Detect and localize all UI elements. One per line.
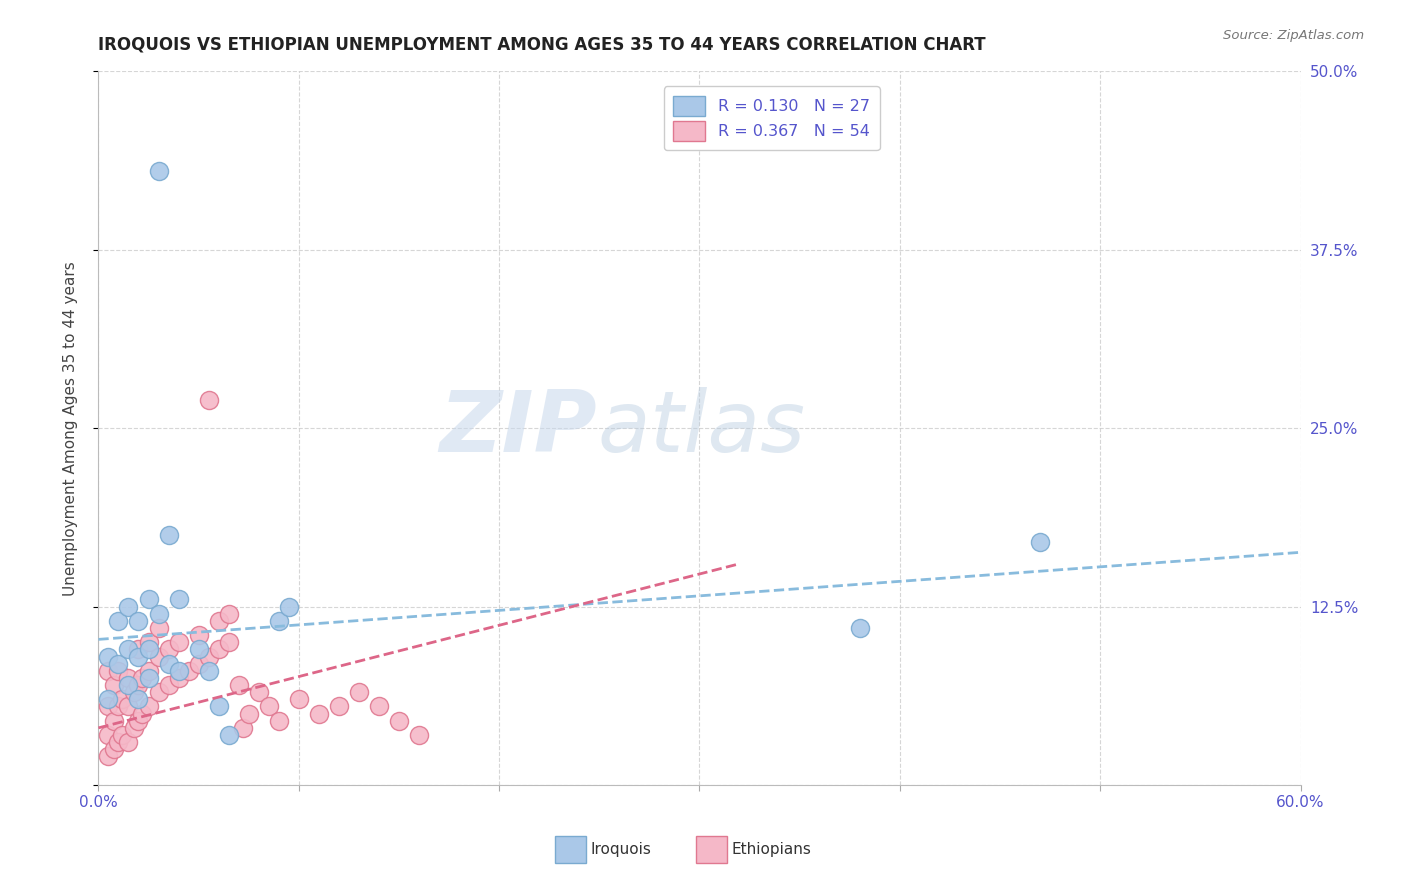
Point [197, 649, 219, 664]
Point [408, 728, 430, 742]
Text: ZIP: ZIP [440, 386, 598, 470]
Point [107, 699, 129, 714]
Text: atlas: atlas [598, 386, 806, 470]
Point [138, 642, 160, 657]
Point [148, 607, 170, 621]
Point [138, 664, 160, 678]
Point [167, 671, 190, 685]
Point [247, 685, 270, 699]
Point [208, 614, 231, 628]
Point [267, 614, 290, 628]
Point [103, 714, 125, 728]
Point [208, 642, 231, 657]
Point [849, 621, 872, 635]
Point [187, 628, 209, 642]
Legend: R = 0.130   N = 27, R = 0.367   N = 54: R = 0.130 N = 27, R = 0.367 N = 54 [664, 87, 880, 150]
Point [124, 685, 146, 699]
Point [218, 607, 240, 621]
Point [97, 692, 120, 706]
Point [148, 621, 170, 635]
Point [128, 642, 150, 657]
Point [218, 728, 240, 742]
Point [128, 649, 150, 664]
Text: IROQUOIS VS ETHIOPIAN UNEMPLOYMENT AMONG AGES 35 TO 44 YEARS CORRELATION CHART: IROQUOIS VS ETHIOPIAN UNEMPLOYMENT AMONG… [98, 36, 986, 54]
Point [368, 699, 391, 714]
Point [228, 678, 250, 692]
Point [1029, 535, 1052, 549]
Point [138, 699, 160, 714]
Point [187, 642, 209, 657]
Point [218, 635, 240, 649]
Point [117, 671, 139, 685]
Point [257, 699, 280, 714]
Point [97, 749, 120, 764]
Point [131, 706, 153, 721]
Text: Source: ZipAtlas.com: Source: ZipAtlas.com [1223, 29, 1364, 42]
Point [157, 642, 180, 657]
Point [148, 685, 170, 699]
Point [124, 721, 146, 735]
Point [167, 592, 190, 607]
Point [107, 614, 129, 628]
Point [177, 664, 200, 678]
Point [157, 657, 180, 671]
Point [117, 678, 139, 692]
Point [117, 642, 139, 657]
Point [107, 735, 129, 749]
Point [197, 664, 219, 678]
Point [288, 692, 311, 706]
Point [138, 671, 160, 685]
Point [131, 671, 153, 685]
Point [128, 692, 150, 706]
Point [187, 657, 209, 671]
Point [97, 699, 120, 714]
Point [103, 742, 125, 756]
Point [388, 714, 411, 728]
Point [308, 706, 330, 721]
Point [267, 714, 290, 728]
Point [157, 528, 180, 542]
Point [197, 392, 219, 407]
Point [148, 649, 170, 664]
Point [117, 699, 139, 714]
Text: Iroquois: Iroquois [591, 842, 651, 856]
Point [232, 721, 254, 735]
Point [107, 657, 129, 671]
Y-axis label: Unemployment Among Ages 35 to 44 years: Unemployment Among Ages 35 to 44 years [63, 260, 77, 596]
Point [128, 678, 150, 692]
Point [128, 714, 150, 728]
Point [328, 699, 350, 714]
Point [107, 664, 129, 678]
Point [111, 692, 134, 706]
Point [103, 678, 125, 692]
Point [97, 649, 120, 664]
Point [167, 664, 190, 678]
Point [111, 728, 134, 742]
Point [97, 728, 120, 742]
Point [148, 164, 170, 178]
Point [277, 599, 299, 614]
Text: Ethiopians: Ethiopians [731, 842, 811, 856]
Point [347, 685, 370, 699]
Point [208, 699, 231, 714]
Point [97, 664, 120, 678]
Point [128, 614, 150, 628]
Point [167, 635, 190, 649]
Point [157, 678, 180, 692]
Point [238, 706, 260, 721]
Point [138, 592, 160, 607]
Point [117, 599, 139, 614]
Point [138, 635, 160, 649]
Point [117, 735, 139, 749]
